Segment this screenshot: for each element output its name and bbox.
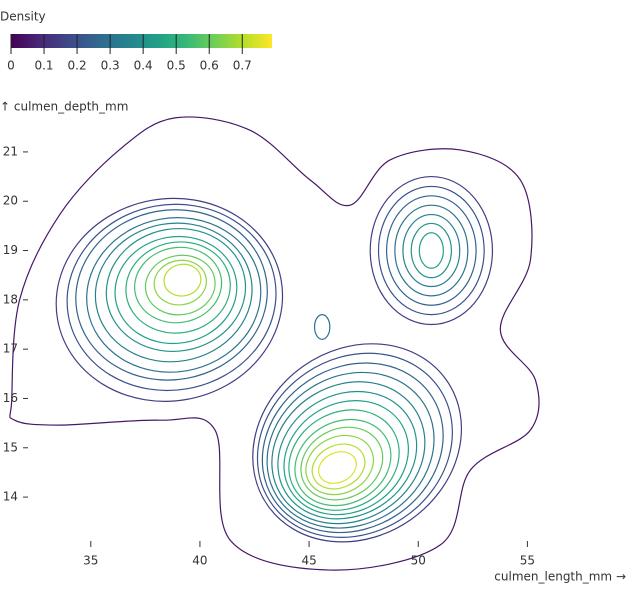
contour-line [105, 227, 247, 353]
contour-line [256, 352, 453, 538]
legend-tick-label: 0.3 [101, 59, 120, 73]
contour-line [114, 235, 238, 345]
contour-line [134, 246, 223, 324]
contour-line [410, 222, 453, 279]
legend-tick-label: 0.7 [233, 59, 252, 73]
contour-line [300, 426, 384, 501]
contour-outline [9, 116, 540, 571]
contour-line [385, 195, 477, 306]
contour-line [288, 409, 400, 511]
contour-line [261, 362, 444, 534]
contour-line [86, 217, 262, 373]
y-tick-label: 14 [3, 490, 18, 504]
contour-line [311, 443, 366, 490]
y-tick-label: 18 [3, 292, 18, 306]
contour-line [294, 418, 392, 507]
y-tick-label: 17 [3, 342, 18, 356]
y-tick-label: 19 [3, 243, 18, 257]
contour-line [317, 451, 357, 484]
contour-line [125, 241, 231, 334]
y-axis-label: ↑ culmen_depth_mm [0, 100, 128, 114]
contour-line [394, 204, 469, 297]
legend-tick-label: 0.5 [167, 59, 186, 73]
contour-line [66, 203, 277, 392]
contour-line [418, 232, 444, 269]
legend-tick-label: 0 [7, 59, 15, 73]
x-tick-label: 40 [192, 554, 207, 568]
contour-line [94, 222, 253, 363]
legend-tick-label: 0.2 [68, 59, 87, 73]
contour-line [369, 175, 494, 326]
x-axis-label: culmen_length_mm → [494, 570, 626, 584]
contour-line [377, 185, 485, 316]
x-tick-label: 45 [301, 554, 316, 568]
contour-line [283, 400, 409, 516]
contour-line [252, 343, 463, 543]
contour-line [277, 390, 418, 520]
contour-line [163, 263, 202, 297]
x-tick-label: 55 [520, 554, 535, 568]
y-tick-label: 21 [3, 144, 18, 158]
contour-line [55, 197, 284, 402]
contour-line [313, 314, 331, 340]
contour-line [271, 381, 426, 525]
legend-tick-label: 0.6 [200, 59, 219, 73]
legend-title: Density [0, 10, 46, 24]
y-tick-label: 15 [3, 440, 18, 454]
color-ramp [11, 34, 272, 48]
y-tick-label: 20 [3, 194, 18, 208]
contour-line [153, 259, 207, 306]
x-tick-label: 35 [83, 554, 98, 568]
contour-line [402, 213, 461, 288]
contour-line [305, 434, 374, 496]
contour-line [75, 209, 268, 381]
y-tick-label: 16 [3, 391, 18, 405]
contour-line [266, 371, 435, 529]
legend-tick-label: 0.1 [34, 59, 53, 73]
contour-line [144, 254, 216, 316]
legend-tick-label: 0.4 [134, 59, 153, 73]
x-tick-label: 50 [411, 554, 426, 568]
